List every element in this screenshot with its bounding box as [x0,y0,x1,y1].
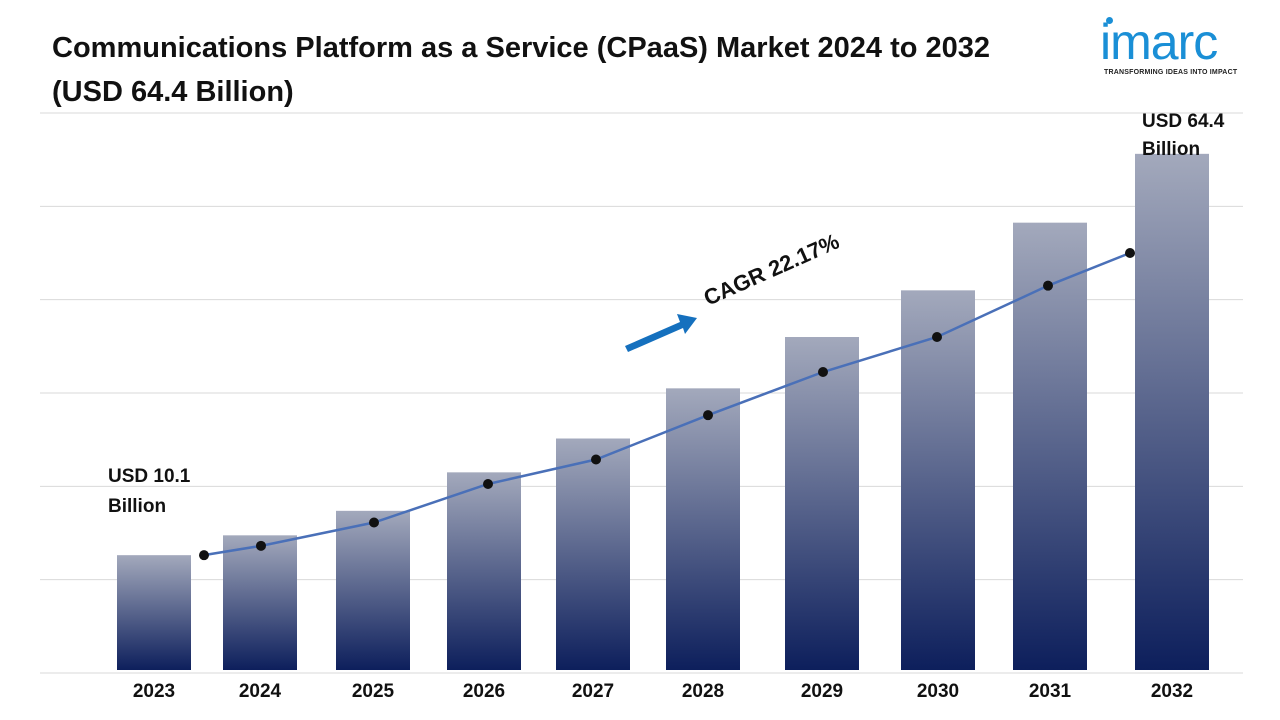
logo-tagline: TRANSFORMING IDEAS INTO IMPACT [1104,69,1238,76]
x-tick-2029: 2029 [801,681,843,702]
x-tick-2023: 2023 [133,681,175,702]
cagr-arrow-icon [625,314,697,352]
x-tick-2031: 2031 [1029,681,1072,702]
trend-point-2028 [703,410,713,421]
trend-point-2025 [369,517,379,528]
trend-point-2031 [1043,280,1053,291]
trend-line-path [203,251,1131,557]
trend-point-2032 [1125,248,1135,258]
bar-2030 [901,290,975,670]
x-tick-2028: 2028 [682,681,724,702]
chart-title: Communications Platform as a Service (CP… [52,26,1092,114]
trend-point-2024 [256,540,266,551]
start-value-label-line-1: USD 10.1 [108,466,191,487]
bar-2029 [785,337,859,670]
logo-dot-icon [1106,17,1113,24]
title-line-1: Communications Platform as a Service (CP… [52,32,991,64]
trend-point-2030 [932,332,942,342]
trend-point-2023 [199,550,209,561]
end-value-label-line-2: Billion [1142,139,1200,160]
cagr-label: CAGR 22.17% [700,229,843,311]
bar-2025 [336,510,410,670]
x-tick-2027: 2027 [572,681,614,702]
bar-2028 [666,388,740,670]
x-tick-2025: 2025 [352,681,395,702]
x-tick-2032: 2032 [1151,681,1193,702]
trend-point-2027 [591,454,601,465]
bars [117,153,1209,671]
logo-word: imarc [1100,14,1218,70]
bar-2032 [1135,153,1209,671]
x-tick-2026: 2026 [463,681,505,702]
x-axis-ticks: 2023 2024 2025 2026 2027 2028 2029 2030 2031 2032 [133,681,1193,702]
trend-point-2026 [483,479,493,489]
end-value-label-line-1: USD 64.4 [1142,111,1225,132]
x-tick-2024: 2024 [239,681,282,702]
bar-2027 [556,438,630,670]
imarc-logo: imarc TRANSFORMING IDEAS INTO IMPACT [1100,14,1237,78]
trend-line [199,248,1135,561]
title-line-2: (USD 64.4 Billion) [52,76,294,108]
bar-2024 [223,535,297,670]
trend-point-2029 [818,367,828,377]
x-tick-2030: 2030 [917,681,959,702]
bar-2023 [117,555,191,670]
bar-2026 [447,472,521,670]
start-value-label-line-2: Billion [108,496,166,517]
